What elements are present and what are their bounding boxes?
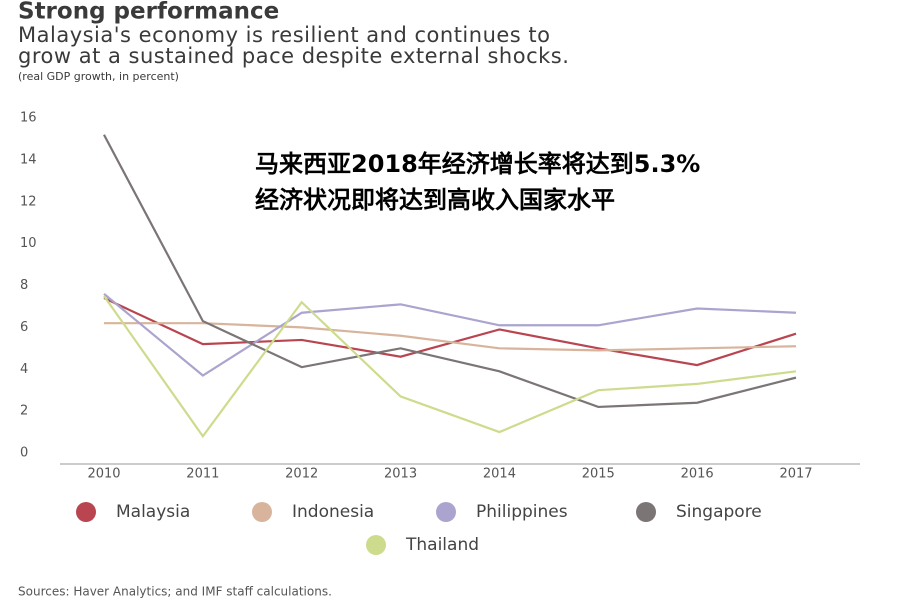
legend-swatch bbox=[636, 502, 656, 522]
y-tick-label: 8 bbox=[20, 278, 28, 293]
y-tick-label: 10 bbox=[20, 236, 37, 251]
x-tick-label: 2015 bbox=[582, 467, 615, 482]
units-note: (real GDP growth, in percent) bbox=[18, 70, 179, 83]
subtitle: grow at a sustained pace despite externa… bbox=[18, 44, 569, 68]
series-line bbox=[103, 297, 797, 367]
y-tick-label: 4 bbox=[20, 362, 28, 377]
legend-swatch bbox=[436, 502, 456, 522]
x-tick-label: 2016 bbox=[681, 467, 714, 482]
legend-label: Malaysia bbox=[116, 502, 190, 522]
legend-swatch bbox=[252, 502, 272, 522]
y-tick-label: 14 bbox=[20, 152, 37, 167]
subtitle: Malaysia's economy is resilient and cont… bbox=[18, 23, 551, 47]
x-tick-label: 2012 bbox=[285, 467, 318, 482]
legend-label: Singapore bbox=[676, 502, 762, 522]
x-tick-label: 2011 bbox=[186, 467, 219, 482]
series-line bbox=[103, 293, 797, 377]
x-tick-label: 2017 bbox=[779, 467, 812, 482]
x-tick-label: 2010 bbox=[87, 467, 120, 482]
y-tick-label: 16 bbox=[20, 111, 37, 126]
x-tick-label: 2014 bbox=[483, 467, 516, 482]
y-tick-label: 2 bbox=[20, 404, 28, 419]
source: Sources: Haver Analytics; and IMF staff … bbox=[18, 585, 332, 599]
legend-label: Thailand bbox=[405, 535, 479, 555]
legend-label: Philippines bbox=[476, 502, 568, 522]
chart-title: Strong performance bbox=[18, 0, 279, 25]
legend-label: Indonesia bbox=[292, 502, 374, 522]
annotation: 马来西亚2018年经济增长率将达到5.3% bbox=[255, 150, 700, 178]
y-tick-label: 12 bbox=[20, 194, 37, 209]
x-tick-label: 2013 bbox=[384, 467, 417, 482]
legend-swatch bbox=[366, 535, 386, 555]
plot: 0 2 4 6 8 10 12 14 16 2010 2011 2012 2013 2014 2015 201… bbox=[20, 111, 813, 556]
legend-swatch bbox=[76, 502, 96, 522]
annotation: 经济状况即将达到高收入国家水平 bbox=[255, 186, 615, 214]
series-line bbox=[103, 295, 797, 439]
series-line bbox=[104, 322, 797, 352]
y-tick-label: 0 bbox=[20, 446, 28, 461]
y-tick-label: 6 bbox=[20, 320, 28, 335]
series-line bbox=[103, 134, 797, 409]
